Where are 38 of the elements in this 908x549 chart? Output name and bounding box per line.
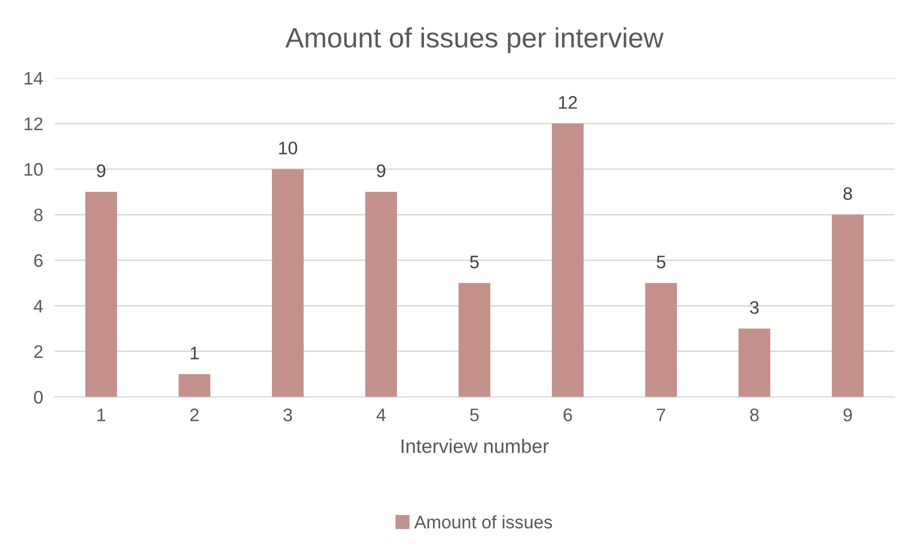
- x-tick-label: 8: [750, 408, 759, 422]
- x-tick-label: 1: [98, 408, 106, 422]
- data-label: 9: [376, 164, 386, 178]
- x-axis-title: Interview number: [402, 438, 549, 454]
- data-label: 1: [190, 346, 199, 360]
- y-tick-label: 12: [24, 117, 42, 130]
- data-label: 5: [656, 256, 666, 268]
- x-tick-label: 7: [656, 408, 666, 422]
- y-tick-label: 0: [34, 390, 43, 404]
- data-label: 12: [559, 96, 577, 109]
- bar: [178, 374, 210, 397]
- bar: [272, 169, 304, 397]
- y-tick-label: 4: [34, 300, 43, 312]
- bar: [552, 124, 584, 397]
- x-tick-label: 2: [190, 408, 199, 422]
- bar: [365, 192, 397, 397]
- bar: [738, 328, 770, 397]
- y-tick-label: 14: [24, 72, 43, 84]
- y-tick-label: 6: [34, 254, 43, 267]
- bar: [645, 283, 677, 397]
- bar: [458, 283, 490, 397]
- data-label: 5: [470, 256, 479, 268]
- x-tick-label: 3: [283, 408, 292, 422]
- x-tick-label: 5: [470, 408, 479, 422]
- x-tick-label: 4: [376, 408, 386, 422]
- data-label: 3: [750, 301, 759, 314]
- data-label: 9: [96, 164, 106, 178]
- y-tick-label: 10: [24, 163, 43, 176]
- legend-label: Amount of issues: [414, 515, 552, 529]
- data-label: 10: [279, 142, 298, 154]
- y-tick-label: 8: [34, 208, 43, 222]
- chart-title: Amount of issues per interview: [285, 27, 664, 54]
- data-label: 8: [843, 187, 852, 200]
- y-tick-label: 2: [34, 345, 42, 358]
- x-tick-label: 9: [844, 408, 852, 422]
- bar: [85, 192, 118, 397]
- x-tick-label: 6: [564, 408, 572, 422]
- bar: [832, 214, 864, 397]
